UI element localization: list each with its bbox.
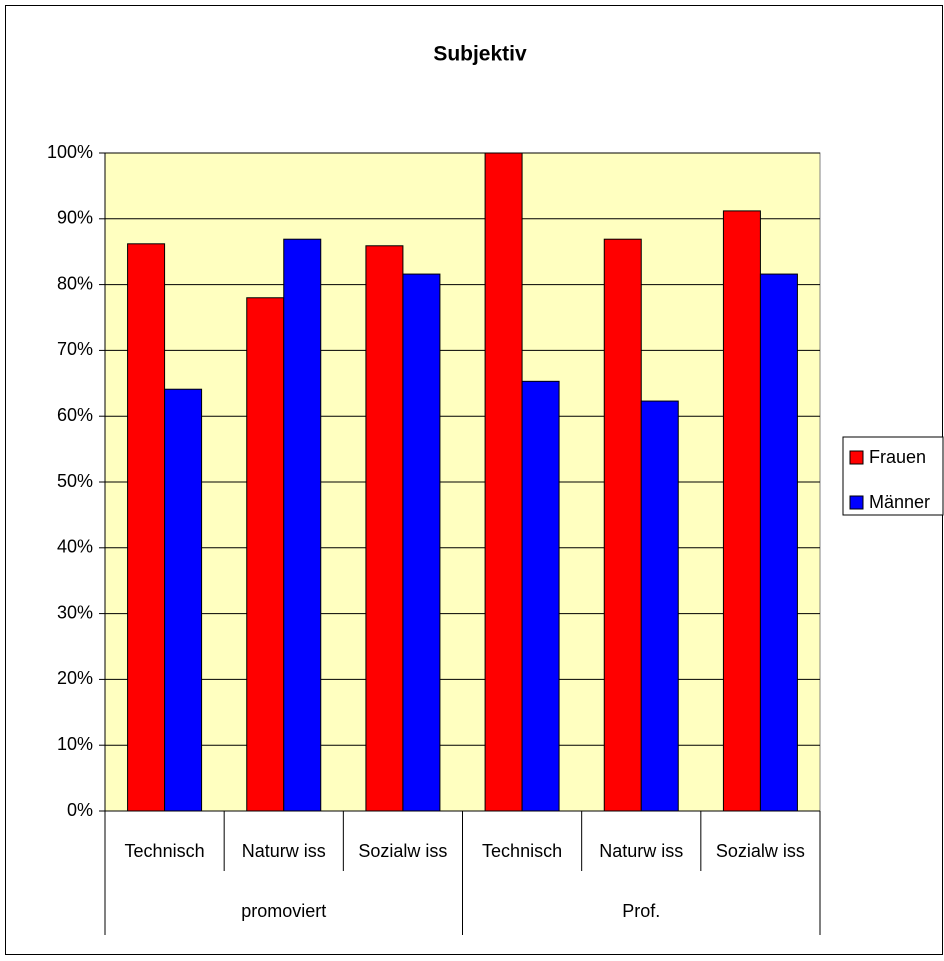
x-tick-label: Sozialw iss bbox=[716, 841, 805, 861]
legend-label: Frauen bbox=[869, 447, 926, 467]
x-tick-label: Technisch bbox=[125, 841, 205, 861]
x-tick-label: Naturw iss bbox=[599, 841, 683, 861]
bar bbox=[365, 245, 404, 812]
group-label: promoviert bbox=[241, 901, 326, 921]
legend-label: Männer bbox=[869, 492, 930, 512]
y-tick-label: 0% bbox=[67, 800, 93, 820]
y-tick-label: 20% bbox=[57, 668, 93, 688]
group-label: Prof. bbox=[622, 901, 660, 921]
x-tick-label: Technisch bbox=[482, 841, 562, 861]
y-tick-label: 100% bbox=[47, 142, 93, 162]
y-tick-label: 80% bbox=[57, 273, 93, 293]
bar bbox=[127, 243, 166, 812]
chart-title: Subjektiv bbox=[433, 43, 527, 66]
bar bbox=[402, 273, 441, 812]
bar bbox=[759, 273, 798, 812]
y-tick-label: 30% bbox=[57, 602, 93, 622]
bar bbox=[722, 210, 761, 812]
bar bbox=[283, 238, 322, 812]
y-tick-label: 40% bbox=[57, 537, 93, 557]
y-tick-label: 10% bbox=[57, 734, 93, 754]
x-tick-label: Sozialw iss bbox=[358, 841, 447, 861]
y-tick-label: 70% bbox=[57, 339, 93, 359]
legend-swatch bbox=[849, 450, 864, 465]
y-tick-label: 60% bbox=[57, 405, 93, 425]
bar bbox=[246, 297, 285, 812]
bar bbox=[521, 380, 560, 812]
y-tick-label: 50% bbox=[57, 471, 93, 491]
bar bbox=[640, 400, 679, 812]
y-tick-label: 90% bbox=[57, 208, 93, 228]
bar bbox=[484, 152, 523, 812]
bar bbox=[164, 388, 203, 812]
x-tick-label: Naturw iss bbox=[242, 841, 326, 861]
legend-swatch bbox=[849, 495, 864, 510]
bar bbox=[603, 238, 642, 812]
